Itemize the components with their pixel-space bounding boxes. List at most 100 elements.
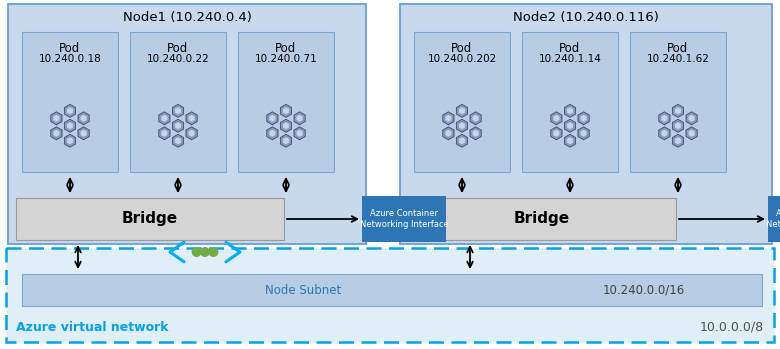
Polygon shape (567, 137, 573, 144)
Polygon shape (470, 112, 481, 125)
Polygon shape (580, 130, 587, 137)
Text: 10.0.0.0/8: 10.0.0.0/8 (700, 321, 764, 334)
Text: 10.240.1.62: 10.240.1.62 (647, 54, 710, 64)
Polygon shape (67, 122, 73, 129)
Polygon shape (659, 127, 670, 140)
Bar (362, 196, 446, 242)
Polygon shape (459, 137, 465, 144)
Polygon shape (159, 127, 170, 140)
Text: Node Subnet: Node Subnet (265, 283, 342, 297)
Polygon shape (51, 112, 62, 125)
Polygon shape (283, 107, 289, 114)
Polygon shape (65, 119, 76, 132)
Polygon shape (172, 119, 183, 132)
Text: Bridge: Bridge (122, 211, 178, 227)
Bar (22, 274, 762, 306)
Polygon shape (443, 112, 454, 125)
Polygon shape (159, 112, 170, 125)
Polygon shape (553, 115, 559, 122)
Bar (768, 196, 780, 242)
Polygon shape (53, 130, 59, 137)
Polygon shape (578, 112, 589, 125)
Polygon shape (672, 104, 683, 117)
Polygon shape (686, 112, 697, 125)
Polygon shape (186, 112, 197, 125)
Polygon shape (186, 127, 197, 140)
Text: 10.240.1.14: 10.240.1.14 (538, 54, 601, 64)
Polygon shape (269, 115, 275, 122)
Polygon shape (661, 115, 668, 122)
Polygon shape (672, 134, 683, 147)
Text: Node1 (10.240.0.4): Node1 (10.240.0.4) (122, 12, 251, 24)
Polygon shape (675, 137, 681, 144)
Polygon shape (280, 134, 292, 147)
Polygon shape (65, 134, 76, 147)
Bar (238, 32, 334, 172)
Polygon shape (445, 115, 452, 122)
Polygon shape (470, 127, 481, 140)
Text: 10.240.0.202: 10.240.0.202 (427, 54, 497, 64)
Circle shape (192, 247, 201, 257)
Polygon shape (565, 134, 576, 147)
Text: Azure Container
Networking Interface: Azure Container Networking Interface (360, 209, 448, 229)
Polygon shape (565, 104, 576, 117)
Text: Pod: Pod (59, 42, 80, 55)
Text: Pod: Pod (275, 42, 296, 55)
Polygon shape (172, 104, 183, 117)
Text: Node2 (10.240.0.116): Node2 (10.240.0.116) (513, 12, 659, 24)
Text: Pod: Pod (168, 42, 189, 55)
Polygon shape (267, 127, 278, 140)
Polygon shape (565, 119, 576, 132)
Bar (522, 32, 618, 172)
Polygon shape (686, 127, 697, 140)
Polygon shape (443, 127, 454, 140)
Polygon shape (567, 122, 573, 129)
Bar (6, 248, 774, 342)
Polygon shape (161, 130, 168, 137)
Bar (408, 198, 676, 240)
Bar (22, 32, 118, 172)
Polygon shape (580, 115, 587, 122)
Bar (400, 4, 772, 244)
Polygon shape (551, 112, 562, 125)
Polygon shape (459, 107, 465, 114)
Text: Bridge: Bridge (514, 211, 570, 227)
Text: Pod: Pod (559, 42, 580, 55)
Polygon shape (280, 119, 292, 132)
Polygon shape (67, 107, 73, 114)
Polygon shape (567, 107, 573, 114)
Polygon shape (65, 104, 76, 117)
Polygon shape (175, 107, 181, 114)
Circle shape (200, 247, 210, 257)
Polygon shape (189, 115, 195, 122)
Polygon shape (67, 137, 73, 144)
Polygon shape (689, 115, 695, 122)
Text: Azure Container
Networking Interface: Azure Container Networking Interface (765, 209, 780, 229)
Polygon shape (80, 115, 87, 122)
Polygon shape (175, 122, 181, 129)
Polygon shape (551, 127, 562, 140)
Polygon shape (459, 122, 465, 129)
Polygon shape (53, 115, 59, 122)
Polygon shape (78, 112, 89, 125)
Polygon shape (659, 112, 670, 125)
Text: 10.240.0.0/16: 10.240.0.0/16 (602, 283, 685, 297)
Polygon shape (80, 130, 87, 137)
Polygon shape (473, 115, 479, 122)
Polygon shape (280, 104, 292, 117)
Text: 10.240.0.22: 10.240.0.22 (147, 54, 209, 64)
Polygon shape (175, 137, 181, 144)
Polygon shape (267, 112, 278, 125)
Bar (630, 32, 726, 172)
Polygon shape (189, 130, 195, 137)
Text: Azure virtual network: Azure virtual network (16, 321, 168, 334)
Polygon shape (473, 130, 479, 137)
Text: 10.240.0.18: 10.240.0.18 (39, 54, 101, 64)
Polygon shape (78, 127, 89, 140)
Bar (130, 32, 226, 172)
Polygon shape (456, 104, 468, 117)
Polygon shape (445, 130, 452, 137)
Polygon shape (672, 119, 683, 132)
Bar (8, 4, 366, 244)
Polygon shape (294, 112, 305, 125)
